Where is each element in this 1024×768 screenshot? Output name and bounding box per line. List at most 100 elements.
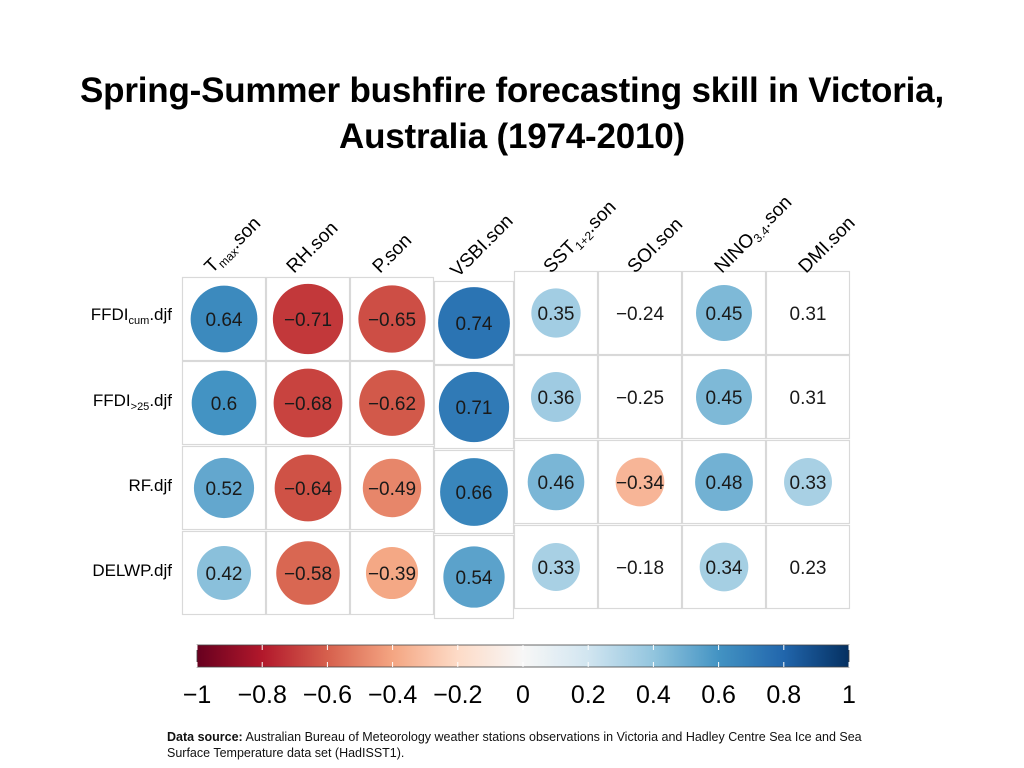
correlation-value-label: 0.34	[706, 558, 743, 579]
correlation-value-label: 0.54	[456, 568, 493, 589]
row-label-suffix: .djf	[149, 305, 172, 324]
correlation-value-label: −0.68	[284, 394, 332, 415]
correlation-value-label: 0.31	[790, 388, 827, 409]
correlation-value-label: −0.64	[284, 479, 333, 500]
colorbar-tick-label: −0.4	[368, 681, 417, 709]
correlation-value-label: −0.18	[616, 558, 664, 579]
row-label-suffix: .djf	[149, 391, 172, 410]
heatmap-circles	[190, 283, 832, 608]
correlation-value-label: −0.34	[616, 473, 665, 494]
colorbar-tick-label: −1	[183, 681, 212, 709]
correlation-value-label: 0.64	[206, 310, 243, 331]
correlation-circle	[530, 371, 582, 423]
chart-title: Spring-Summer bushfire forecasting skill…	[0, 68, 1024, 160]
correlation-value-label: 0.31	[790, 304, 827, 325]
correlation-value-label: 0.33	[538, 558, 575, 579]
correlation-circle	[696, 285, 752, 341]
row-label-base: RF.djf	[129, 476, 173, 495]
column-label: P.son	[369, 230, 416, 277]
correlation-circle	[273, 368, 343, 438]
heatmap-cell	[765, 524, 851, 610]
column-label: SST1+2.son	[540, 197, 622, 279]
colorbar-tick-label: −0.8	[238, 681, 287, 709]
column-label-base: P.son	[369, 230, 416, 277]
row-label-base: FFDI	[93, 391, 131, 410]
heatmap-cell	[597, 524, 683, 610]
column-label: SOI.son	[624, 214, 687, 277]
colorbar: −1 −0.8 −0.6 −0.4 −0.2 0 0.2 0.4 0.6 0.8 1	[183, 644, 856, 709]
correlation-circle	[276, 541, 340, 605]
column-label: NINO3.4.son	[711, 192, 798, 279]
correlation-circle	[196, 545, 252, 601]
heatmap-cell	[513, 524, 599, 610]
row-label-subscript: cum	[129, 315, 150, 327]
correlation-value-label: 0.66	[456, 483, 493, 504]
correlation-value-label: 0.74	[456, 314, 493, 335]
correlation-circle	[272, 283, 344, 355]
column-label: Tmax.son	[201, 213, 267, 279]
correlation-circle	[784, 458, 832, 506]
row-label-base: FFDI	[91, 305, 129, 324]
column-label: DMI.son	[795, 213, 860, 278]
correlation-circle	[440, 458, 508, 526]
row-label-base: DELWP.djf	[92, 561, 172, 580]
correlation-value-label: 0.46	[538, 473, 575, 494]
correlation-circle	[274, 454, 342, 522]
colorbar-tick-label: 1	[842, 681, 856, 709]
correlation-value-label: 0.33	[790, 473, 827, 494]
correlation-value-label: −0.62	[368, 394, 416, 415]
chart-title-line-1: Spring-Summer bushfire forecasting skill…	[80, 71, 944, 110]
row-label: FFDIcum.djf	[91, 305, 173, 327]
correlation-circle	[358, 285, 426, 353]
heatmap-cell	[765, 354, 851, 440]
correlation-value-label: 0.52	[206, 479, 243, 500]
correlation-circle	[191, 370, 257, 436]
correlation-circle	[438, 371, 510, 443]
correlation-value-label: −0.24	[616, 304, 665, 325]
correlation-circle	[695, 453, 753, 511]
correlation-value-label: −0.58	[284, 564, 332, 585]
column-label-base: SOI.son	[624, 214, 687, 277]
column-label: RH.son	[283, 218, 343, 278]
correlation-circle	[699, 542, 749, 592]
correlation-value-label: −0.49	[368, 479, 416, 500]
correlation-value-label: −0.39	[368, 564, 416, 585]
row-label: FFDI>25.djf	[93, 391, 172, 413]
correlation-circle	[696, 369, 752, 425]
correlation-circle	[190, 285, 258, 353]
row-label: RF.djf	[129, 476, 173, 495]
colorbar-tick-label: 0.2	[571, 681, 606, 709]
heatmap-value-labels: 0.64 −0.71 −0.65 0.74 0.35 −0.24 0.45 0.31 0.6 −0…	[206, 304, 827, 589]
correlation-value-label: 0.71	[456, 398, 493, 419]
heatmap-cell	[765, 270, 851, 356]
correlation-value-label: 0.45	[706, 304, 743, 325]
data-source-label: Data source:	[167, 730, 243, 744]
correlation-value-label: 0.35	[538, 304, 575, 325]
correlation-circle	[532, 543, 580, 591]
correlation-value-label: 0.36	[538, 388, 575, 409]
correlation-value-label: −0.25	[616, 388, 664, 409]
correlation-circle	[615, 457, 665, 507]
correlation-circle	[362, 458, 422, 518]
row-label-subscript: >25	[131, 401, 150, 413]
correlation-value-label: 0.48	[706, 473, 743, 494]
data-source-note: Data source: Australian Bureau of Meteor…	[167, 729, 867, 761]
colorbar-tick-label: 0.4	[636, 681, 671, 709]
correlation-circle	[443, 546, 505, 608]
row-label: DELWP.djf	[92, 561, 172, 580]
colorbar-tick-label: −0.6	[303, 681, 352, 709]
column-label-base: DMI.son	[795, 213, 860, 278]
correlation-circle	[527, 453, 585, 511]
colorbar-tick-label: −0.2	[433, 681, 482, 709]
correlation-value-label: 0.45	[706, 388, 743, 409]
column-label: VSBI.son	[447, 211, 518, 282]
data-source-text: Australian Bureau of Meteorology weather…	[167, 730, 862, 760]
correlation-value-label: 0.42	[206, 564, 243, 585]
correlation-circle	[193, 457, 255, 519]
column-label-base: RH.son	[283, 218, 343, 278]
correlation-value-label: −0.71	[284, 310, 332, 331]
colorbar-tick-label: 0.8	[766, 681, 801, 709]
correlation-value-label: 0.23	[790, 558, 827, 579]
